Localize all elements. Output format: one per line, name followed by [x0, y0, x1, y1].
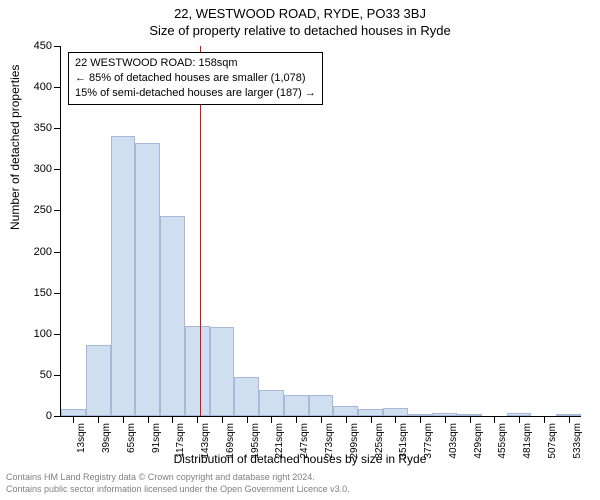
histogram-bar: [408, 414, 433, 416]
y-tick: [54, 210, 60, 211]
x-tick: [172, 417, 173, 423]
x-tick-label: 91sqm: [151, 423, 162, 453]
footer-line-1: Contains HM Land Registry data © Crown c…: [6, 472, 350, 484]
x-tick: [346, 417, 347, 423]
y-tick: [54, 46, 60, 47]
histogram-bar: [210, 327, 235, 416]
x-tick: [395, 417, 396, 423]
histogram-bar: [111, 136, 136, 416]
x-tick-label: 65sqm: [126, 423, 137, 453]
histogram-bar: [309, 395, 334, 416]
y-axis-label: Number of detached properties: [8, 65, 22, 230]
y-tick: [54, 128, 60, 129]
x-tick: [519, 417, 520, 423]
histogram-bar: [333, 406, 358, 416]
x-tick: [73, 417, 74, 423]
chart-title-address: 22, WESTWOOD ROAD, RYDE, PO33 3BJ: [0, 0, 600, 21]
chart-subtitle: Size of property relative to detached ho…: [0, 21, 600, 38]
y-tick-label: 50: [40, 369, 52, 381]
histogram-bar: [383, 408, 408, 416]
x-tick: [470, 417, 471, 423]
histogram-bar: [160, 216, 185, 416]
y-tick: [54, 252, 60, 253]
x-tick: [123, 417, 124, 423]
y-tick-label: 400: [34, 81, 52, 93]
x-tick: [321, 417, 322, 423]
x-tick-label: 13sqm: [76, 423, 87, 453]
histogram-bar: [507, 413, 532, 416]
y-tick: [54, 375, 60, 376]
x-tick: [420, 417, 421, 423]
x-tick: [494, 417, 495, 423]
histogram-bar: [86, 345, 111, 416]
y-tick: [54, 169, 60, 170]
annotation-box: 22 WESTWOOD ROAD: 158sqm← 85% of detache…: [68, 52, 323, 105]
histogram-bar: [457, 414, 482, 416]
y-tick: [54, 87, 60, 88]
x-tick: [247, 417, 248, 423]
y-tick: [54, 293, 60, 294]
x-tick: [148, 417, 149, 423]
histogram-bar: [556, 414, 581, 416]
histogram-bar: [61, 409, 86, 416]
x-tick: [296, 417, 297, 423]
footer-line-2: Contains public sector information licen…: [6, 484, 350, 496]
histogram-bar: [185, 326, 210, 416]
histogram-bar: [358, 409, 383, 416]
histogram-bar: [432, 413, 457, 416]
histogram-bar: [259, 390, 284, 416]
x-tick: [445, 417, 446, 423]
x-tick: [197, 417, 198, 423]
y-tick-label: 150: [34, 287, 52, 299]
attribution-footer: Contains HM Land Registry data © Crown c…: [6, 472, 350, 495]
x-axis-label: Distribution of detached houses by size …: [0, 452, 600, 466]
annotation-line: 22 WESTWOOD ROAD: 158sqm: [75, 56, 316, 71]
y-tick-label: 450: [34, 40, 52, 52]
annotation-line: ← 85% of detached houses are smaller (1,…: [75, 71, 316, 86]
annotation-line: 15% of semi-detached houses are larger (…: [75, 86, 316, 101]
histogram-bar: [234, 377, 259, 416]
y-tick: [54, 416, 60, 417]
x-tick: [569, 417, 570, 423]
y-tick-label: 350: [34, 122, 52, 134]
x-tick: [98, 417, 99, 423]
y-tick-label: 100: [34, 328, 52, 340]
x-tick: [222, 417, 223, 423]
histogram-bar: [284, 395, 309, 416]
y-tick-label: 0: [46, 410, 52, 422]
histogram-bar: [135, 143, 160, 416]
x-tick-label: 39sqm: [101, 423, 112, 453]
y-tick: [54, 334, 60, 335]
y-tick-label: 250: [34, 204, 52, 216]
x-tick: [371, 417, 372, 423]
y-tick-label: 300: [34, 163, 52, 175]
x-tick: [271, 417, 272, 423]
y-tick-label: 200: [34, 246, 52, 258]
x-tick: [544, 417, 545, 423]
